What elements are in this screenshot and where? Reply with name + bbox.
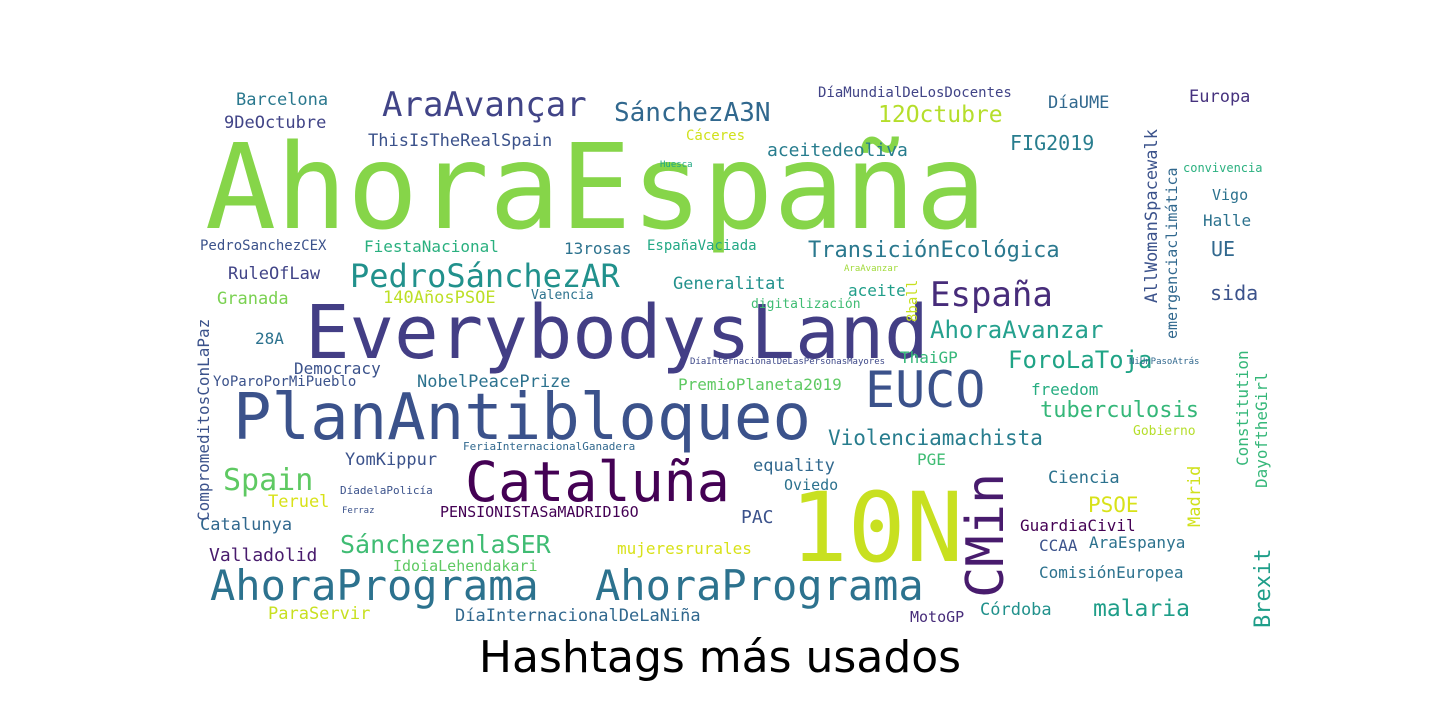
cloud-word: AhoraAvanzar bbox=[930, 316, 1104, 344]
cloud-word: YoParoPorMiPueblo bbox=[213, 374, 357, 390]
cloud-word: Granada bbox=[217, 289, 289, 309]
cloud-word: equality bbox=[753, 456, 835, 476]
cloud-word: NiUnPasoAtrás bbox=[1129, 357, 1200, 367]
cloud-word: 28A bbox=[255, 329, 284, 348]
cloud-word: MotoGP bbox=[910, 608, 965, 626]
cloud-word: aceitedeoliva bbox=[767, 140, 908, 161]
cloud-word: sida bbox=[1210, 281, 1259, 305]
cloud-word: PGE bbox=[917, 450, 946, 469]
cloud-word: DíaInternacionalDeLasPersonasMayores bbox=[690, 357, 886, 367]
cloud-word: emergenciaclimática bbox=[1163, 167, 1181, 339]
cloud-word: ParaServir bbox=[268, 604, 371, 624]
cloud-word: Constitution bbox=[1233, 350, 1252, 466]
cloud-word: Madrid bbox=[1185, 465, 1205, 527]
cloud-word: DíaMundialDeLosDocentes bbox=[818, 85, 1012, 101]
cloud-word: EUCO bbox=[865, 361, 986, 419]
cloud-word: DíaInternacionalDeLaNiña bbox=[455, 606, 701, 626]
cloud-word: Europa bbox=[1189, 87, 1251, 107]
cloud-word: Generalitat bbox=[673, 274, 786, 294]
cloud-word: DayoftheGirl bbox=[1252, 372, 1271, 488]
cloud-word: Córdoba bbox=[980, 600, 1052, 620]
cloud-word: EspañaVaciada bbox=[647, 238, 757, 254]
cloud-word: Ciencia bbox=[1048, 468, 1120, 488]
cloud-word: TransiciónEcológica bbox=[808, 238, 1060, 263]
cloud-word: DíadelaPolicía bbox=[340, 484, 433, 497]
cloud-word: PedroSánchezAR bbox=[350, 257, 620, 295]
cloud-word: tuberculosis bbox=[1040, 398, 1199, 423]
cloud-word: Cáceres bbox=[686, 128, 746, 144]
cloud-word: aceite bbox=[848, 281, 906, 300]
cloud-word: 12Octubre bbox=[878, 102, 1003, 128]
cloud-word: CCAA bbox=[1039, 536, 1078, 555]
cloud-word: Catalunya bbox=[200, 515, 293, 535]
cloud-word: Democracy bbox=[294, 359, 381, 378]
cloud-word: 140AñosPSOE bbox=[383, 288, 496, 308]
cloud-word: SánchezA3N bbox=[614, 98, 771, 128]
cloud-word: ThisIsTheRealSpain bbox=[368, 131, 553, 151]
cloud-word: freedom bbox=[1031, 380, 1099, 399]
cloud-word: 8ball bbox=[905, 279, 921, 322]
cloud-word: 9DeOctubre bbox=[224, 113, 327, 133]
cloud-word: Vigo bbox=[1212, 186, 1249, 204]
cloud-word: Oviedo bbox=[784, 476, 839, 494]
cloud-word: AllWomanSpacewalk bbox=[1142, 129, 1162, 303]
cloud-word: YomKippur bbox=[345, 450, 438, 470]
cloud-word: convivencia bbox=[1183, 161, 1263, 175]
cloud-word: FeriaInternacionalGanadera bbox=[463, 440, 636, 453]
cloud-word: PAC bbox=[741, 507, 774, 528]
cloud-word: DíaUME bbox=[1048, 93, 1110, 113]
cloud-word: AhoraEspaña bbox=[205, 118, 987, 256]
cloud-word: Gobierno bbox=[1133, 424, 1196, 439]
cloud-word: mujeresrurales bbox=[617, 539, 752, 558]
cloud-word: AhoraPrograma bbox=[210, 561, 539, 610]
cloud-word: Halle bbox=[1203, 211, 1252, 230]
cloud-word: CompromeditosConLaPaz bbox=[194, 318, 213, 521]
cloud-word: Huesca bbox=[660, 160, 693, 170]
cloud-word: Ferraz bbox=[342, 506, 375, 516]
cloud-word: NobelPeacePrize bbox=[417, 372, 571, 392]
cloud-word: Brexit bbox=[1251, 548, 1276, 628]
cloud-word: GuardiaCivil bbox=[1020, 516, 1136, 535]
cloud-word: PSOE bbox=[1088, 493, 1139, 517]
cloud-word: PedroSanchezCEX bbox=[200, 238, 327, 254]
cloud-word: PremioPlaneta2019 bbox=[678, 375, 842, 394]
cloud-word: Valencia bbox=[531, 288, 594, 303]
cloud-word: España bbox=[930, 275, 1053, 315]
cloud-word: CMin bbox=[956, 472, 1016, 598]
cloud-word: PlanAntibloqueo bbox=[233, 381, 811, 455]
cloud-word: IdoiaLehendakari bbox=[393, 557, 538, 575]
figure-title: Hashtags más usados bbox=[478, 632, 962, 683]
cloud-word: FiestaNacional bbox=[364, 237, 499, 256]
cloud-word: digitalización bbox=[751, 297, 861, 312]
cloud-word: AraAvanzar bbox=[844, 264, 899, 274]
cloud-word: ForoLaToja bbox=[1008, 346, 1153, 374]
cloud-word: PENSIONISTASaMADRID16O bbox=[440, 503, 639, 521]
cloud-word: RuleOfLaw bbox=[228, 264, 321, 284]
cloud-word: UE bbox=[1211, 237, 1236, 261]
cloud-word: ThaiGP bbox=[900, 348, 958, 367]
cloud-word: Spain bbox=[223, 463, 314, 498]
cloud-word: Barcelona bbox=[236, 90, 329, 110]
cloud-word: FIG2019 bbox=[1010, 131, 1095, 155]
cloud-word: malaria bbox=[1093, 596, 1190, 622]
cloud-word: SánchezenlaSER bbox=[340, 530, 551, 559]
cloud-word: AhoraPrograma bbox=[595, 561, 924, 610]
cloud-word: Cataluña bbox=[465, 450, 730, 514]
cloud-word: 10N bbox=[790, 472, 964, 584]
cloud-word: Teruel bbox=[268, 492, 330, 512]
cloud-word: EverybodysLand bbox=[305, 290, 929, 376]
cloud-word: 13rosas bbox=[564, 239, 632, 258]
cloud-word: AraEspanya bbox=[1089, 533, 1186, 552]
cloud-word: Valladolid bbox=[209, 545, 318, 566]
cloud-word: AraAvançar bbox=[382, 85, 587, 125]
cloud-word: ComisiónEuropea bbox=[1039, 563, 1184, 582]
cloud-word: Violenciamachista bbox=[828, 426, 1043, 450]
